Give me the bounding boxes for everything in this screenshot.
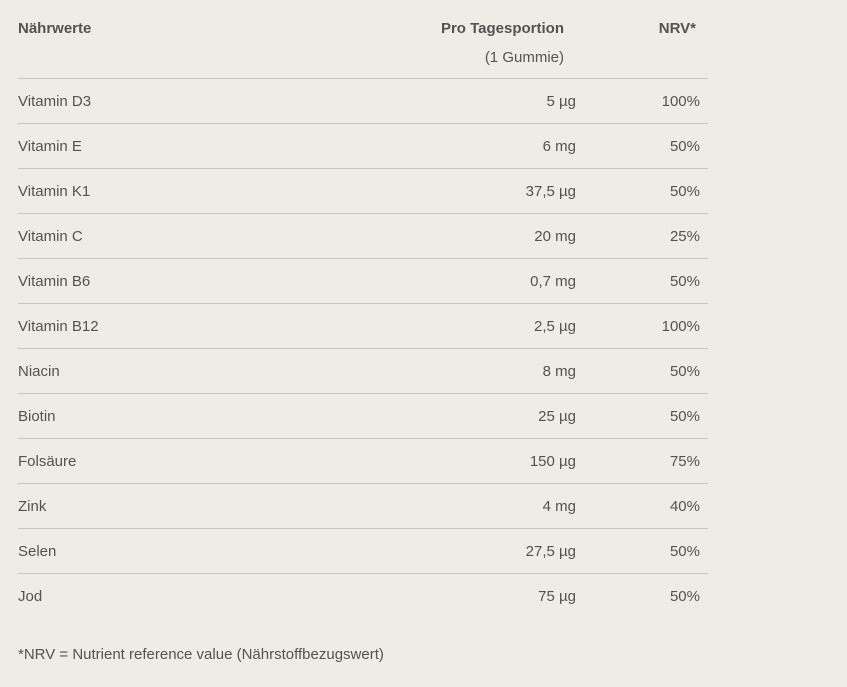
nutrient-amount: 5 µg [418,78,576,124]
nutrient-name: Zink [18,483,418,529]
nutrient-name: Vitamin D3 [18,78,418,124]
table-header-row: Nährwerte Pro Tagesportion (1 Gummie) NRV… [18,14,708,79]
nutrient-amount: 25 µg [418,393,576,439]
table-row: Vitamin D3 5 µg 100% [18,78,708,124]
nutrient-nrv: 50% [576,258,708,304]
table-row: Biotin 25 µg 50% [18,393,708,439]
nutrient-nrv: 100% [576,78,708,124]
nutrient-amount: 4 mg [418,483,576,529]
footnote: *NRV = Nutrient reference value (Nährsto… [18,646,384,663]
nutrient-name: Folsäure [18,438,418,484]
table-row: Selen 27,5 µg 50% [18,528,708,574]
nutrient-amount: 2,5 µg [418,303,576,349]
nutrient-amount: 150 µg [418,438,576,484]
nutrient-nrv: 50% [576,168,708,214]
table-row: Vitamin C 20 mg 25% [18,213,708,259]
nutrient-nrv: 75% [576,438,708,484]
header-portion-sub: (1 Gummie) [484,49,564,66]
nutrient-name: Jod [18,587,43,605]
nutrient-amount: 75 µg [538,587,576,605]
nutrient-name: Vitamin C [18,213,418,259]
header-nrv: NRV* [576,14,708,79]
table-row: Vitamin B6 0,7 mg 50% [18,258,708,304]
nutrient-nrv: 50% [576,348,708,394]
nutrient-nrv: 50% [576,393,708,439]
table-row: Folsäure 150 µg 75% [18,438,708,484]
nutrient-name: Vitamin B12 [18,303,418,349]
nutrient-amount: 6 mg [418,123,576,169]
nutrient-amount: 20 mg [418,213,576,259]
nutrient-nrv: 25% [576,213,708,259]
nutrient-nrv: 50% [576,123,708,169]
nutrient-amount: 37,5 µg [418,168,576,214]
nutrient-name: Vitamin B6 [18,258,418,304]
table-row: Jod 75 µg 50% [18,574,708,619]
nutrient-name: Biotin [18,393,418,439]
table-row: Vitamin K1 37,5 µg 50% [18,168,708,214]
nutrient-nrv: 100% [576,303,708,349]
nutrition-table: Nährwerte Pro Tagesportion (1 Gummie) NRV… [18,14,708,618]
table-row: Niacin 8 mg 50% [18,348,708,394]
nutrient-amount: 27,5 µg [418,528,576,574]
header-portion: Pro Tagesportion (1 Gummie) [418,14,576,79]
table-row: Zink 4 mg 40% [18,483,708,529]
table-row: Vitamin B12 2,5 µg 100% [18,303,708,349]
nutrient-name: Selen [18,528,418,574]
nutrient-amount: 0,7 mg [418,258,576,304]
header-portion-label: Pro Tagesportion [440,20,564,37]
nutrient-nrv: 50% [576,528,708,574]
nutrient-name: Niacin [18,348,418,394]
nutrient-nrv: 50% [669,587,700,605]
nutrient-amount: 8 mg [418,348,576,394]
nutrient-name: Vitamin E [18,123,418,169]
nutrient-name: Vitamin K1 [18,168,418,214]
nutrient-nrv: 40% [576,483,708,529]
header-nutrient: Nährwerte [18,14,418,79]
